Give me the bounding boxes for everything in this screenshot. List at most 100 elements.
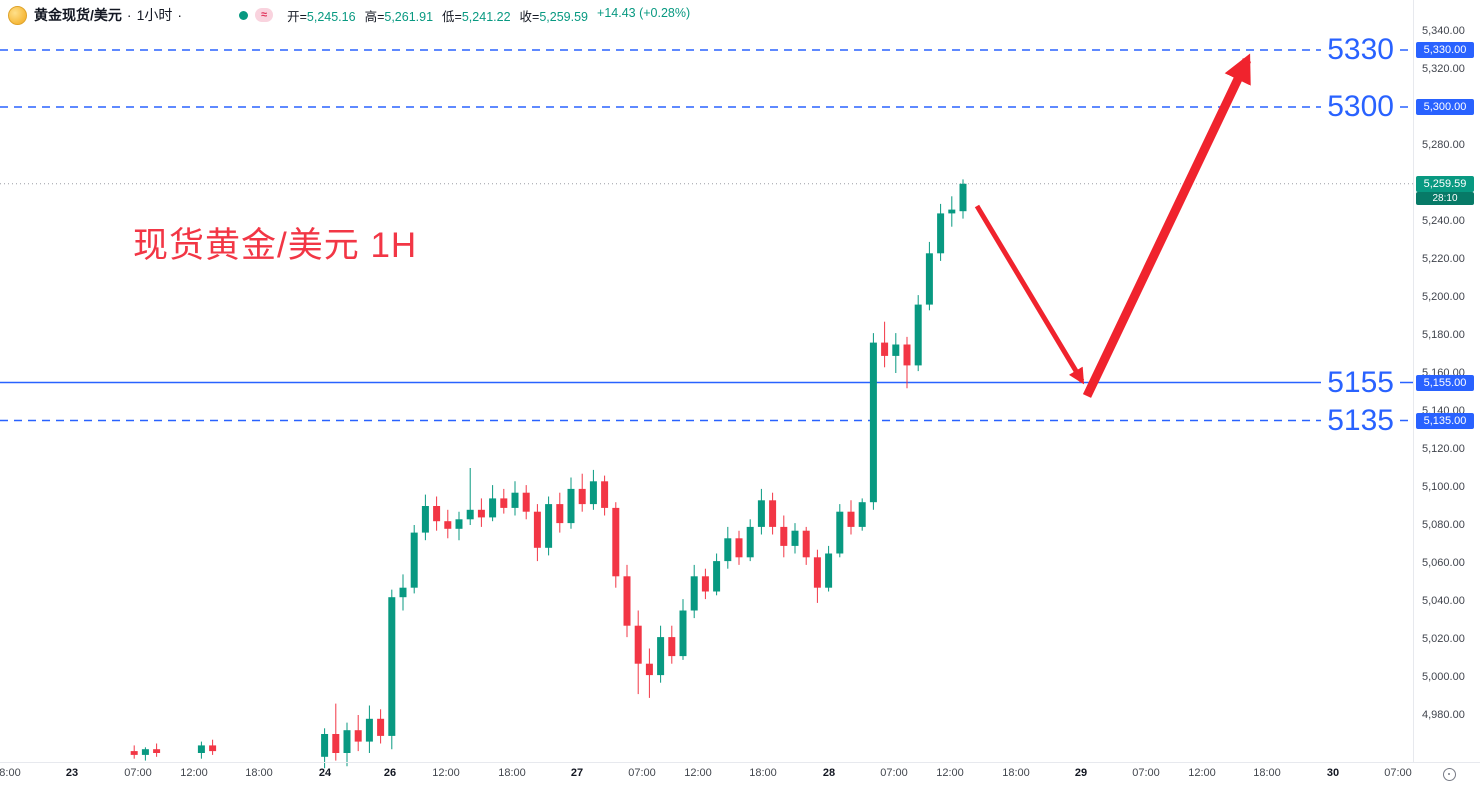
trend-arrow-down[interactable] bbox=[974, 204, 1085, 385]
close-number: 5,259.59 bbox=[539, 9, 589, 24]
x-axis-tick: 07:00 bbox=[1132, 767, 1160, 779]
separator-dot-2: · bbox=[177, 7, 183, 23]
x-axis-tick: 30 bbox=[1326, 767, 1340, 779]
low-label: 低= bbox=[442, 9, 462, 24]
x-axis-tick: 18:00 bbox=[245, 767, 273, 779]
candle-body bbox=[724, 538, 732, 562]
candle-body bbox=[354, 730, 362, 742]
candle-body bbox=[601, 481, 609, 508]
x-axis-tick: 18:00 bbox=[1253, 767, 1281, 779]
level-label-5330[interactable]: 5330 bbox=[1321, 31, 1400, 69]
candle-body bbox=[433, 506, 441, 522]
level-label-5155[interactable]: 5155 bbox=[1321, 363, 1400, 402]
x-axis-tick: 26 bbox=[383, 767, 397, 779]
candle-body bbox=[825, 553, 833, 588]
candle-body bbox=[769, 500, 777, 527]
candle-body bbox=[657, 637, 665, 676]
x-axis-tick: 18:00 bbox=[749, 767, 777, 779]
x-axis-tick: 12:00 bbox=[180, 767, 208, 779]
candle-body bbox=[836, 511, 844, 554]
price-axis[interactable]: 5,340.005,320.005,300.005,280.005,260.00… bbox=[1413, 0, 1480, 762]
delayed-data-badge[interactable]: ≈ bbox=[255, 8, 274, 22]
price-tag-5155: 5,155.00 bbox=[1416, 374, 1474, 391]
y-axis-tick: 5,020.00 bbox=[1422, 633, 1465, 645]
close-value: 收=5,259.59 bbox=[520, 6, 588, 25]
candle-body bbox=[578, 488, 586, 505]
candle-body bbox=[948, 209, 956, 214]
low-value: 低=5,241.22 bbox=[442, 6, 510, 25]
x-axis-tick: 23 bbox=[65, 767, 79, 779]
candle-body bbox=[399, 587, 407, 598]
x-axis-tick: 12:00 bbox=[936, 767, 964, 779]
open-value: 开=5,245.16 bbox=[287, 6, 355, 25]
time-axis-separator bbox=[0, 762, 1480, 763]
price-axis-separator bbox=[1413, 0, 1414, 762]
level-label-5135[interactable]: 5135 bbox=[1321, 401, 1400, 440]
candle-body bbox=[197, 745, 205, 753]
timezone-clock-icon[interactable] bbox=[1443, 768, 1456, 781]
candle-body bbox=[545, 504, 553, 548]
y-axis-tick: 5,240.00 bbox=[1422, 215, 1465, 227]
x-axis-tick: 18:00 bbox=[1002, 767, 1030, 779]
chart-legend: 黄金现货/美元 · 1小时 · ≈ 开=5,245.16 高=5,261.91 … bbox=[0, 0, 690, 30]
candle-body bbox=[489, 498, 497, 518]
candle-body bbox=[567, 488, 575, 524]
price-tag-5330: 5,330.00 bbox=[1416, 42, 1474, 58]
candle-body bbox=[533, 511, 541, 548]
open-number: 5,245.16 bbox=[306, 9, 356, 24]
candle-body bbox=[153, 749, 161, 753]
y-axis-tick: 5,220.00 bbox=[1422, 253, 1465, 265]
high-label: 高= bbox=[364, 9, 385, 24]
ohlc-values: 开=5,245.16 高=5,261.91 低=5,241.22 收=5,259… bbox=[287, 6, 690, 25]
candle-body bbox=[556, 504, 564, 524]
candle-body bbox=[746, 526, 754, 558]
candle-body bbox=[959, 183, 967, 212]
candle-body bbox=[141, 749, 149, 755]
separator-dot: · bbox=[126, 7, 132, 23]
candle-body bbox=[813, 557, 821, 588]
candle-body bbox=[343, 730, 351, 753]
y-axis-tick: 5,180.00 bbox=[1422, 329, 1465, 341]
candle-body bbox=[903, 344, 911, 366]
x-axis-tick: 8:00 bbox=[0, 767, 21, 779]
y-axis-tick: 5,120.00 bbox=[1422, 443, 1465, 455]
x-axis-tick: 28 bbox=[822, 767, 836, 779]
candle-body bbox=[679, 610, 687, 657]
chart-annotation-text[interactable]: 现货黄金/美元 1H bbox=[133, 226, 418, 265]
candle-body bbox=[522, 492, 530, 512]
y-axis-tick: 5,040.00 bbox=[1422, 595, 1465, 607]
y-axis-tick: 5,200.00 bbox=[1422, 291, 1465, 303]
price-tag-5135: 5,135.00 bbox=[1416, 412, 1474, 429]
candle-body bbox=[937, 213, 945, 254]
candle-body bbox=[477, 509, 485, 518]
candle-body bbox=[881, 342, 889, 356]
candle-body bbox=[365, 718, 373, 742]
candle-body bbox=[332, 734, 340, 753]
x-axis-tick: 12:00 bbox=[432, 767, 460, 779]
y-axis-tick: 5,340.00 bbox=[1422, 25, 1465, 37]
bar-countdown: 28:10 bbox=[1416, 191, 1474, 205]
candle-body bbox=[869, 342, 877, 503]
market-status-dot bbox=[239, 10, 249, 20]
level-label-5300[interactable]: 5300 bbox=[1321, 88, 1400, 126]
candle-body bbox=[802, 530, 810, 558]
trend-arrow-up[interactable] bbox=[1082, 53, 1252, 398]
symbol-title[interactable]: 黄金现货/美元 bbox=[34, 7, 122, 23]
candle-body bbox=[612, 507, 620, 577]
candle-body bbox=[321, 734, 329, 757]
high-number: 5,261.91 bbox=[384, 9, 434, 24]
last-price-tag: 5,259.59 bbox=[1416, 175, 1474, 192]
candle-body bbox=[500, 498, 508, 508]
candle-body bbox=[914, 304, 922, 366]
candle-body bbox=[892, 344, 900, 356]
y-axis-tick: 5,100.00 bbox=[1422, 481, 1465, 493]
interval-label[interactable]: 1小时 bbox=[136, 7, 173, 23]
candle-body bbox=[410, 532, 418, 588]
y-axis-tick: 5,060.00 bbox=[1422, 557, 1465, 569]
candle-body bbox=[645, 663, 653, 676]
time-axis[interactable]: 8:00 23 07:00 12:00 18:00 24 26 12:00 18:00 27 07:… bbox=[0, 762, 1480, 787]
candle-body bbox=[209, 745, 217, 752]
